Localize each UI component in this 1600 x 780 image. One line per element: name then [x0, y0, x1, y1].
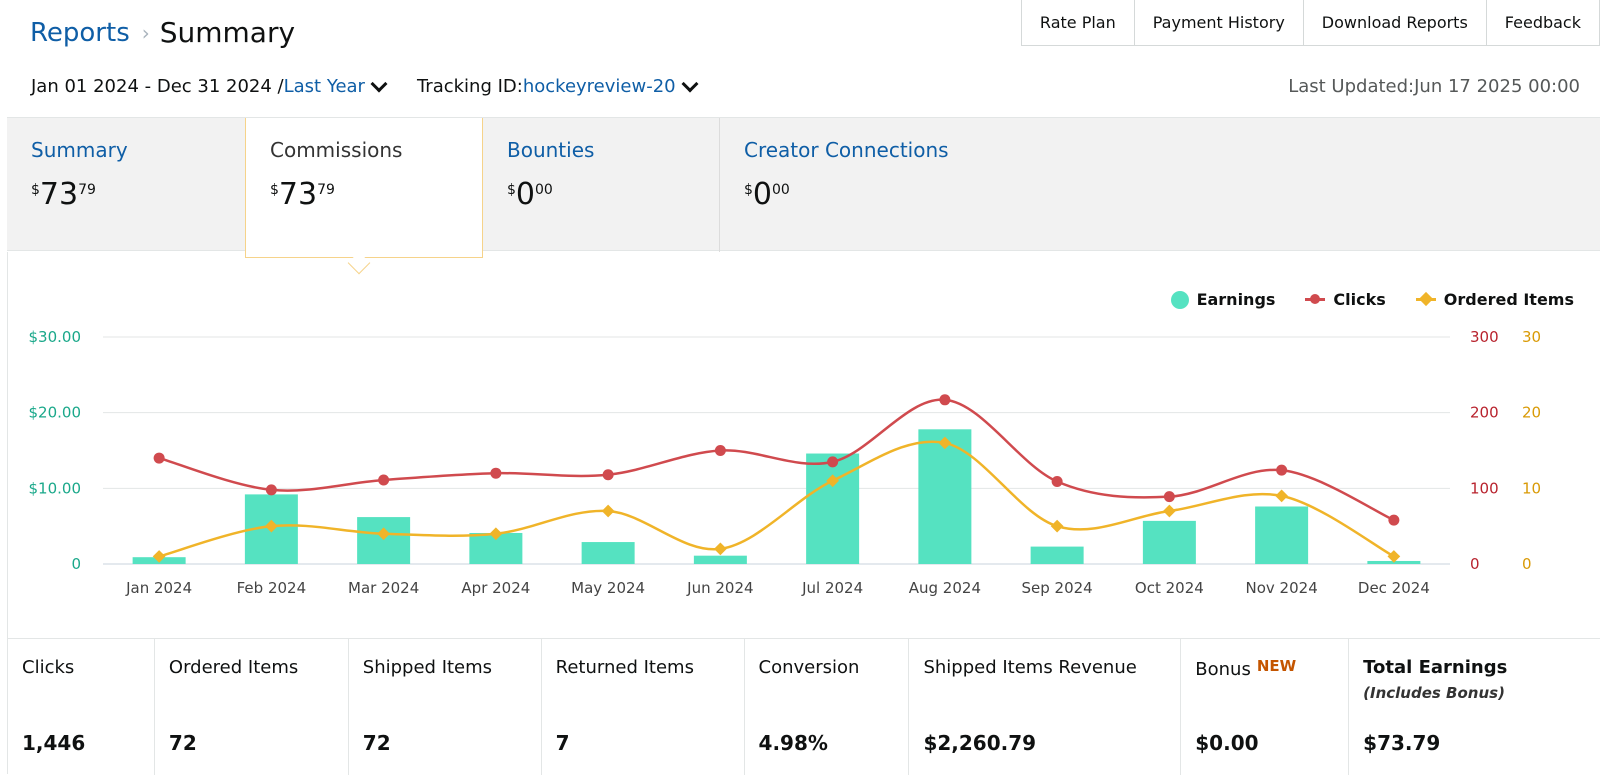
earnings-bar [1255, 506, 1309, 564]
stat-returned-items: Returned Items 7 [542, 639, 745, 775]
rate-plan-link[interactable]: Rate Plan [1039, 13, 1116, 32]
clicks-legend-icon [1305, 294, 1326, 304]
breadcrumb: Reports › Summary [30, 16, 295, 49]
earnings-bar [693, 555, 747, 564]
clicks-point [939, 394, 951, 406]
clicks-point [265, 484, 277, 496]
filter-row: Jan 01 2024 - Dec 31 2024 / Last Year Tr… [31, 75, 710, 97]
stats-row: Clicks 1,446 Ordered Items 72 Shipped It… [7, 638, 1600, 775]
last-updated-text: Last Updated:Jun 17 2025 00:00 [1288, 76, 1580, 97]
stat-shipped-items: Shipped Items 72 [349, 639, 542, 775]
y-right-tick-label: 0 [1470, 555, 1480, 573]
stat-conversion: Conversion 4.98% [745, 639, 910, 775]
y-right2-tick-label: 20 [1522, 404, 1541, 422]
tab-bounties[interactable]: Bounties $0 00 [483, 118, 719, 252]
x-tick-label: Feb 2024 [237, 579, 307, 597]
payment-history-link[interactable]: Payment History [1133, 0, 1303, 45]
breadcrumb-reports-link[interactable]: Reports [30, 17, 130, 48]
ordered-items-point [1163, 504, 1176, 518]
tracking-id-label: Tracking ID: [416, 76, 523, 97]
y-left-tick-label: 0 [71, 555, 81, 573]
tab-creator-connections[interactable]: Creator Connections $0 00 [719, 118, 979, 252]
earnings-bar [357, 517, 411, 564]
x-tick-label: Oct 2024 [1135, 579, 1204, 597]
clicks-point [1163, 491, 1175, 503]
ordered-items-legend-icon [1415, 291, 1436, 307]
tracking-id-dropdown[interactable]: hockeyreview-20 [522, 76, 676, 97]
y-right-tick-label: 300 [1470, 328, 1499, 346]
earnings-bar [581, 542, 635, 564]
period-dropdown[interactable]: Last Year [283, 76, 365, 97]
x-tick-label: Dec 2024 [1358, 579, 1430, 597]
tab-amount: $0 00 [507, 177, 553, 212]
x-tick-label: Jun 2024 [686, 579, 753, 597]
clicks-point [153, 452, 165, 464]
x-tick-label: Jan 2024 [125, 579, 192, 597]
clicks-point [490, 467, 502, 479]
ordered-items-point [714, 542, 727, 556]
chevron-down-icon[interactable] [681, 75, 699, 92]
ordered-items-point [152, 550, 166, 563]
y-right-tick-label: 100 [1470, 479, 1499, 497]
download-reports-link[interactable]: Download Reports [1302, 0, 1486, 45]
stat-shipped-revenue: Shipped Items Revenue $2,260.79 [909, 639, 1182, 775]
stat-ordered-items: Ordered Items 72 [155, 639, 349, 775]
y-right2-tick-label: 0 [1522, 555, 1532, 573]
y-left-tick-label: $10.00 [29, 479, 82, 497]
ordered-items-point [1275, 489, 1288, 503]
x-tick-label: Nov 2024 [1246, 579, 1318, 597]
clicks-point [1388, 514, 1400, 526]
stat-bonus: Bonus NEW $0.00 [1181, 639, 1350, 775]
tab-label: Summary [31, 138, 128, 162]
date-range-text: Jan 01 2024 - Dec 31 2024 / [31, 76, 284, 97]
clicks-point [714, 445, 726, 456]
breadcrumb-chevron-icon: › [141, 20, 150, 45]
x-tick-label: Aug 2024 [909, 579, 981, 597]
top-links-bar: Rate Plan Payment History Download Repor… [1020, 0, 1600, 46]
ordered-items-point [1387, 550, 1401, 563]
ordered-items-point [1050, 519, 1064, 533]
new-badge: NEW [1256, 657, 1297, 675]
stat-clicks: Clicks 1,446 [8, 639, 155, 775]
y-right-tick-label: 200 [1470, 404, 1499, 422]
report-tabs: Summary $73 79 Commissions $73 79 Bounties… [7, 117, 1600, 258]
page-title: Summary [159, 16, 296, 49]
tab-label: Commissions [270, 138, 403, 162]
x-tick-label: Mar 2024 [348, 579, 419, 597]
chart-legend: Earnings Clicks Ordered Items [1141, 290, 1574, 309]
earnings-chart: 0 $10.00 $20.00 $30.00 0 100 200 300 0 10 20 30 Jan … [29, 328, 1542, 597]
y-right2-tick-label: 10 [1522, 479, 1541, 497]
clicks-point [602, 469, 614, 481]
ordered-items-point [265, 519, 278, 533]
ordered-items-point [601, 504, 615, 518]
legend-ordered-items[interactable]: Ordered Items [1415, 290, 1574, 309]
legend-earnings[interactable]: Earnings [1170, 290, 1275, 309]
tab-label: Bounties [507, 138, 595, 162]
earnings-legend-icon [1170, 290, 1189, 309]
clicks-point [1051, 476, 1063, 488]
tab-label: Creator Connections [744, 138, 949, 162]
tab-amount: $73 79 [31, 177, 96, 212]
tab-summary[interactable]: Summary $73 79 [7, 118, 245, 252]
tab-amount: $73 79 [270, 177, 335, 212]
x-tick-label: May 2024 [571, 579, 645, 597]
legend-clicks[interactable]: Clicks [1305, 290, 1386, 309]
clicks-point [1276, 464, 1288, 476]
earnings-bar [1142, 520, 1196, 564]
feedback-link[interactable]: Feedback [1485, 0, 1599, 45]
chart-frame [7, 252, 1600, 638]
clicks-point [827, 456, 839, 468]
x-tick-label: Sep 2024 [1022, 579, 1093, 597]
clicks-point [378, 474, 390, 486]
stat-total-earnings: Total Earnings (Includes Bonus) $73.79 [1363, 657, 1508, 755]
y-right2-tick-label: 30 [1522, 328, 1541, 346]
x-tick-label: Apr 2024 [461, 579, 530, 597]
y-left-tick-label: $30.00 [29, 328, 82, 346]
y-left-tick-label: $20.00 [29, 404, 82, 422]
x-tick-label: Jul 2024 [801, 579, 863, 597]
earnings-bar [1030, 546, 1084, 564]
chevron-down-icon[interactable] [370, 75, 388, 92]
tab-amount: $0 00 [744, 177, 790, 212]
tab-commissions[interactable]: Commissions $73 79 [245, 118, 483, 258]
